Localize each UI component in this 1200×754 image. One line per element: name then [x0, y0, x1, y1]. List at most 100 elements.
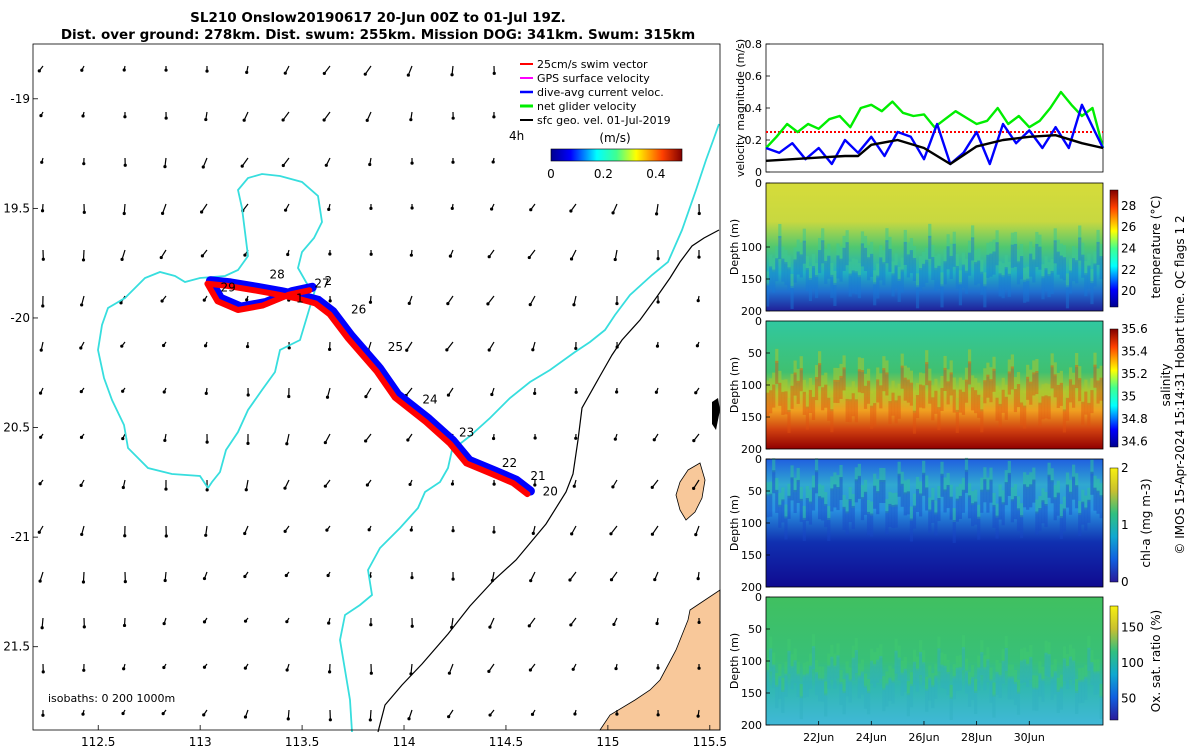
- date-tick-label: 22Jun: [803, 731, 834, 744]
- map-x-tick-label: 113: [189, 735, 212, 749]
- colorbar-tick-label: 100: [1121, 656, 1144, 670]
- chla-ylabel: Depth (m): [728, 495, 741, 551]
- oxygen-ylabel: Depth (m): [728, 633, 741, 689]
- map-y-tick-label: -20: [10, 311, 30, 325]
- depth-tick-label: 0: [755, 591, 762, 604]
- map-y-tick-label: -21: [10, 530, 30, 544]
- figure-title-line1: SL210 Onslow20190617 20-Jun 00Z to 01-Ju…: [190, 10, 566, 26]
- map-colorbar: [551, 149, 682, 161]
- date-tick-label: 30Jun: [1014, 731, 1045, 744]
- depth-tick-label: 150: [741, 687, 762, 700]
- date-tick-label: 24Jun: [856, 731, 887, 744]
- colorbar-tick-label: 26: [1121, 220, 1136, 234]
- salinity-colorbar: [1110, 329, 1118, 447]
- map-background: [33, 44, 720, 730]
- day-label: 25: [388, 340, 403, 354]
- depth-tick-label: 150: [741, 411, 762, 424]
- colorbar-corner-label: 4h: [509, 129, 524, 143]
- depth-tick-label: 50: [748, 623, 762, 636]
- colorbar-tick-label: 35.2: [1121, 367, 1148, 381]
- legend-entry-net: net glider velocity: [537, 100, 637, 113]
- salinity-panel: Depth (m) salinity: [728, 321, 1173, 449]
- colorbar-tick-label: 0.4: [646, 167, 665, 181]
- velocity-y-tick-label: 0.4: [745, 102, 763, 115]
- isobaths-label: isobaths: 0 200 1000m: [48, 692, 175, 705]
- legend-entry-gps: GPS surface velocity: [537, 72, 650, 85]
- chla-panel: Depth (m) chl-a (mg m-3): [728, 458, 1153, 587]
- temperature-ylabel: Depth (m): [728, 219, 741, 275]
- colorbar-tick-label: 34.8: [1121, 412, 1148, 426]
- legend-entry-swim: 25cm/s swim vector: [537, 58, 648, 71]
- map-x-tick-label: 115.5: [693, 735, 727, 749]
- day-label: 22: [502, 456, 517, 470]
- legend-entry-sfc-geo: sfc geo. vel. 01-Jul-2019: [537, 114, 671, 127]
- map-y-tick-label: 21.5: [3, 640, 30, 654]
- velocity-plot-area: [766, 44, 1103, 172]
- map-x-tick-label: 114: [393, 735, 416, 749]
- day-label: 2: [325, 274, 333, 288]
- depth-tick-label: 200: [741, 719, 762, 732]
- salinity-ylabel: Depth (m): [728, 357, 741, 413]
- chla-colorbar: [1110, 468, 1118, 582]
- depth-tick-label: 100: [741, 517, 762, 530]
- temperature-clabel: temperature (°C): [1149, 196, 1163, 299]
- depth-tick-label: 100: [741, 241, 762, 254]
- colorbar-tick-label: 35.4: [1121, 344, 1148, 358]
- copyright-note: © IMOS 15-Apr-2024 15:14:31 Hobart time.…: [1173, 215, 1187, 554]
- map-y-tick-label: 19.5: [3, 201, 30, 215]
- day-label: 24: [422, 392, 437, 406]
- depth-tick-label: 100: [741, 379, 762, 392]
- colorbar-tick-label: 35: [1121, 389, 1136, 403]
- map-y-tick-label: -19: [10, 92, 30, 106]
- velocity-y-tick-label: 0.8: [745, 38, 763, 51]
- temperature-colorbar: [1110, 190, 1118, 307]
- figure-title-line2: Dist. over ground: 278km. Dist. swum: 25…: [61, 27, 695, 43]
- day-label: 23: [459, 425, 474, 439]
- day-label: 1: [296, 292, 304, 306]
- map-x-tick-label: 114.5: [489, 735, 523, 749]
- colorbar-tick-label: 28: [1121, 199, 1136, 213]
- colorbar-tick-label: 0.2: [594, 167, 613, 181]
- colorbar-tick-label: 34.6: [1121, 434, 1148, 448]
- date-tick-label: 26Jun: [908, 731, 939, 744]
- colorbar-tick-label: 0: [1121, 575, 1129, 589]
- depth-tick-label: 50: [748, 485, 762, 498]
- velocity-y-tick-label: 0.2: [745, 134, 763, 147]
- depth-tick-label: 50: [748, 347, 762, 360]
- velocity-y-tick-label: 0.6: [745, 70, 763, 83]
- depth-tick-label: 150: [741, 273, 762, 286]
- temperature-panel: Depth (m) temperature (°C): [728, 183, 1163, 311]
- legend-entry-dive-avg: dive-avg current veloc.: [537, 86, 664, 99]
- colorbar-tick-label: 50: [1121, 692, 1136, 706]
- map-x-tick-label: 113.5: [285, 735, 319, 749]
- velocity-panel: 00.20.40.60.8 velocity magnitude (m/s): [734, 38, 1103, 179]
- colorbar-tick-label: 35.6: [1121, 322, 1148, 336]
- colorbar-tick-label: 20: [1121, 284, 1136, 298]
- depth-tick-label: 100: [741, 655, 762, 668]
- date-tick-label: 28Jun: [961, 731, 992, 744]
- day-label: 29: [221, 281, 236, 295]
- map-x-tick-label: 112.5: [81, 735, 115, 749]
- day-label: 21: [530, 469, 545, 483]
- depth-tick-label: 0: [755, 315, 762, 328]
- colorbar-tick-label: 2: [1121, 461, 1129, 475]
- depth-tick-label: 0: [755, 453, 762, 466]
- map-y-tick-label: 20.5: [3, 421, 30, 435]
- salinity-clabel: salinity: [1159, 363, 1173, 406]
- colorbar-tick-label: 22: [1121, 263, 1136, 277]
- colorbar-tick-label: 0: [547, 167, 555, 181]
- map-x-tick-label: 115: [596, 735, 619, 749]
- day-label: 28: [269, 268, 284, 282]
- chla-clabel: chl-a (mg m-3): [1139, 478, 1153, 567]
- velocity-ylabel: velocity magnitude (m/s): [734, 39, 747, 177]
- day-label: 26: [351, 303, 366, 317]
- oxygen-clabel: Ox. sat. ratio (%): [1149, 610, 1163, 712]
- colorbar-tick-label: 1: [1121, 518, 1129, 532]
- day-label: 20: [543, 484, 558, 498]
- oxygen-panel: Depth (m) Ox. sat. ratio (%): [728, 597, 1163, 725]
- colorbar-unit-label: (m/s): [599, 131, 630, 145]
- depth-tick-label: 0: [755, 177, 762, 190]
- depth-tick-label: 150: [741, 549, 762, 562]
